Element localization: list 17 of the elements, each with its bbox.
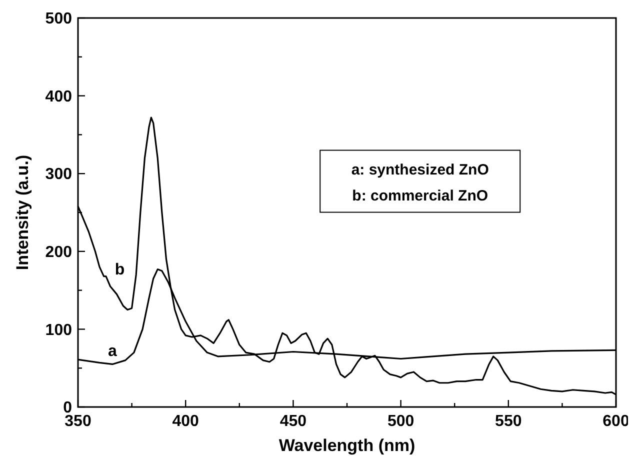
- y-tick-label: 100: [45, 322, 72, 339]
- annotation: b: commercial ZnO: [352, 187, 488, 204]
- x-tick-label: 350: [64, 413, 92, 430]
- series-label: b: [114, 261, 125, 278]
- y-tick-label: 400: [45, 88, 72, 106]
- annotation: a: synthesized ZnO: [351, 161, 490, 178]
- x-tick-label: 500: [387, 413, 414, 430]
- series-label: a: [108, 343, 117, 360]
- y-axis-title: Intensity (a.u.): [13, 154, 32, 270]
- y-tick-label: 200: [45, 244, 72, 261]
- y-tick-label: 300: [45, 166, 72, 184]
- y-tick-label: 500: [45, 10, 72, 28]
- x-tick-label: 400: [172, 413, 200, 430]
- text-box: a: synthesized ZnO b: commercial ZnO: [320, 150, 521, 213]
- x-tick-label: 450: [280, 413, 307, 430]
- x-axis-title: Wavelength (nm): [278, 436, 416, 455]
- x-tick-label: 550: [495, 413, 522, 430]
